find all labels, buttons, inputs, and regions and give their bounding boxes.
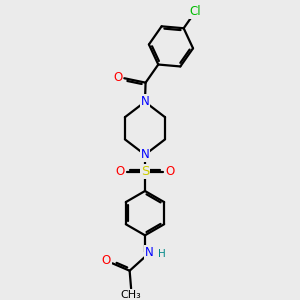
- Text: S: S: [141, 165, 149, 178]
- Text: O: O: [166, 165, 175, 178]
- Text: O: O: [115, 165, 124, 178]
- Text: N: N: [141, 95, 149, 108]
- Text: N: N: [141, 95, 149, 108]
- Text: N: N: [145, 246, 154, 259]
- Text: O: O: [113, 71, 122, 84]
- Text: N: N: [141, 148, 149, 161]
- Text: O: O: [101, 254, 111, 268]
- Text: H: H: [158, 249, 166, 259]
- Text: CH₃: CH₃: [121, 290, 142, 300]
- Text: Cl: Cl: [190, 5, 201, 18]
